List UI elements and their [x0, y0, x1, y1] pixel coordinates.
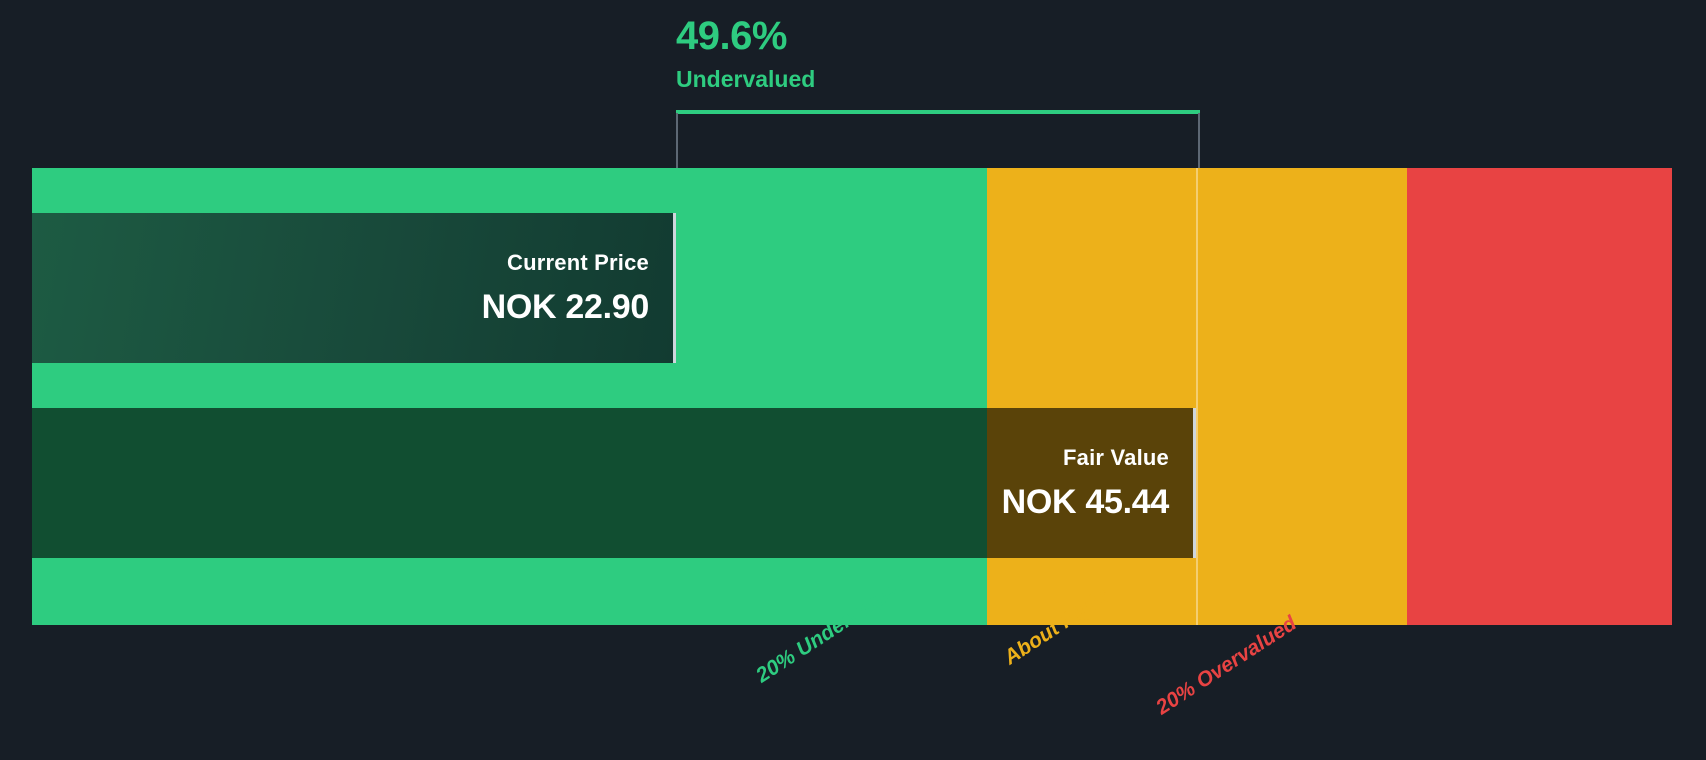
band-divider-line	[1196, 168, 1198, 625]
range-bracket-line	[676, 110, 1200, 114]
valuation-headline: 49.6% Undervalued	[676, 16, 815, 91]
range-bracket-left-leg	[676, 113, 678, 171]
fair-value-bar[interactable]: Fair Value NOK 45.44	[32, 408, 1196, 558]
current-price-label: Current Price	[507, 250, 649, 275]
band-overvalued	[1407, 168, 1672, 625]
range-bracket-right-leg	[1198, 113, 1200, 171]
axis-label-overvalued: 20% Overvalued	[1152, 611, 1301, 720]
current-price-bar[interactable]: Current Price NOK 22.90	[32, 213, 676, 363]
fair-value-amount: NOK 45.44	[1001, 483, 1170, 521]
valuation-status: Undervalued	[676, 66, 816, 92]
discount-percent: 49.6%	[676, 14, 787, 58]
fair-value-label: Fair Value	[1063, 445, 1169, 470]
current-price-amount: NOK 22.90	[481, 288, 650, 326]
